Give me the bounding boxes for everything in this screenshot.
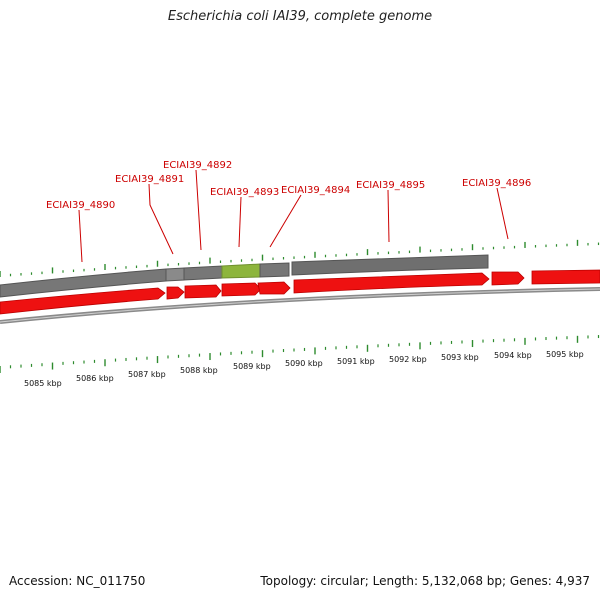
scale-label: 5089 kbp xyxy=(233,362,271,371)
gene-labels: ECIAI39_4890 ECIAI39_4891 ECIAI39_4892 E… xyxy=(46,160,531,263)
gene-track xyxy=(0,269,600,315)
leader-4895 xyxy=(387,189,390,243)
gene-arrow-4891[interactable] xyxy=(166,286,185,300)
scale-label: 5087 kbp xyxy=(128,370,166,379)
scale-label: 5090 kbp xyxy=(285,359,323,368)
scale-labels: 5085 kbp 5086 kbp 5087 kbp 5088 kbp 5089… xyxy=(24,350,584,388)
gene-label-4895[interactable]: ECIAI39_4895 xyxy=(356,180,425,191)
scale-label: 5085 kbp xyxy=(24,379,62,388)
highlight-region xyxy=(221,263,261,279)
gene-arrow-4892[interactable] xyxy=(184,284,222,299)
scale-label: 5095 kbp xyxy=(546,350,584,359)
leader-4896 xyxy=(496,187,509,240)
gene-label-4891[interactable]: ECIAI39_4891 xyxy=(115,174,184,185)
feature-bar-mid xyxy=(165,267,185,282)
scale-label: 5093 kbp xyxy=(441,353,479,362)
upper-tick-track xyxy=(0,239,600,277)
gene-arrow-4894[interactable] xyxy=(257,281,291,295)
feature-bar-c xyxy=(259,262,290,278)
gene-arrow-4895[interactable] xyxy=(293,272,490,294)
gene-label-4893[interactable]: ECIAI39_4893 xyxy=(210,187,279,198)
leader-4893 xyxy=(238,196,242,248)
gene-arrow-4896[interactable] xyxy=(491,271,525,286)
scale-label: 5086 kbp xyxy=(76,374,114,383)
lower-tick-track xyxy=(0,335,600,373)
scale-label: 5094 kbp xyxy=(494,351,532,360)
feature-bar-right xyxy=(291,254,489,276)
gene-arrow-next[interactable] xyxy=(531,269,600,285)
feature-track xyxy=(0,254,489,298)
gene-label-4892[interactable]: ECIAI39_4892 xyxy=(163,160,232,171)
leader-4890 xyxy=(78,209,83,263)
genome-summary: Topology: circular; Length: 5,132,068 bp… xyxy=(260,574,590,588)
gene-label-4896[interactable]: ECIAI39_4896 xyxy=(462,178,531,189)
scale-label: 5088 kbp xyxy=(180,366,218,375)
gene-label-4894[interactable]: ECIAI39_4894 xyxy=(281,185,350,196)
map-title: Escherichia coli IAI39, complete genome xyxy=(167,9,433,24)
gene-arrow-4893[interactable] xyxy=(221,282,262,297)
scale-label: 5091 kbp xyxy=(337,357,375,366)
leader-4892 xyxy=(195,169,202,251)
leader-4894 xyxy=(269,194,302,248)
accession-text: Accession: NC_011750 xyxy=(9,574,146,588)
gene-label-4890[interactable]: ECIAI39_4890 xyxy=(46,200,115,211)
feature-bar-b xyxy=(183,265,223,281)
gene-arrow-4890[interactable] xyxy=(0,287,166,315)
leader-4891 xyxy=(148,183,174,255)
scale-label: 5092 kbp xyxy=(389,355,427,364)
